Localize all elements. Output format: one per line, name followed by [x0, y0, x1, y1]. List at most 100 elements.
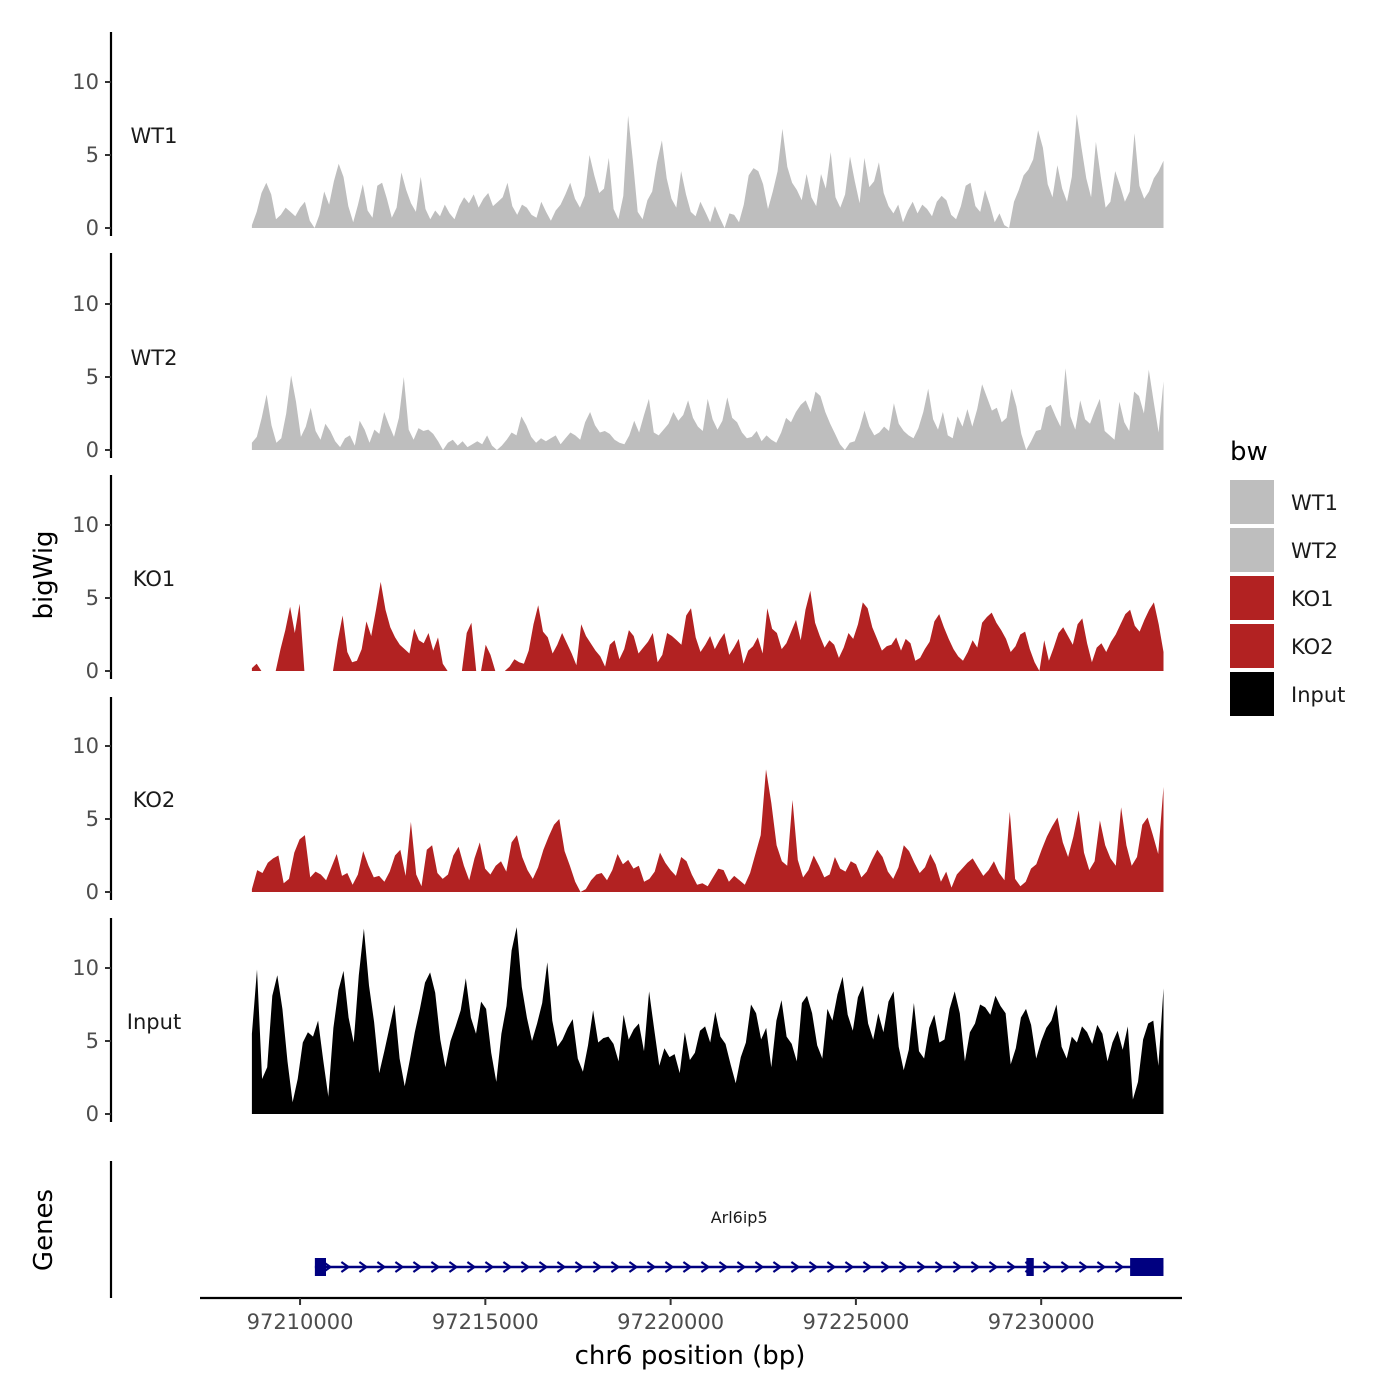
x-tick-label: 97210000	[247, 1310, 354, 1334]
strand-arrow	[934, 1261, 945, 1273]
strand-arrow	[484, 1261, 495, 1273]
strand-arrow	[1060, 1261, 1071, 1273]
y-tick-label: 5	[86, 365, 99, 389]
strand-arrow	[1096, 1261, 1107, 1273]
strand-arrow	[1114, 1261, 1125, 1273]
y-tick-label: 10	[72, 70, 99, 94]
x-axis-title: chr6 position (bp)	[575, 1341, 806, 1371]
legend-swatch-wt2	[1230, 528, 1274, 572]
strand-arrow	[916, 1261, 927, 1273]
track-label: WT1	[131, 124, 178, 148]
y-tick-label: 0	[86, 438, 99, 462]
strand-arrow	[862, 1261, 873, 1273]
strand-arrow	[664, 1261, 675, 1273]
strand-arrow	[754, 1261, 765, 1273]
signal-area-input	[251, 927, 1164, 1114]
gene-name-label: Arl6ip5	[711, 1208, 768, 1227]
legend-swatch-ko1	[1230, 576, 1274, 620]
x-tick-label: 97225000	[802, 1310, 909, 1334]
signal-area-wt1	[251, 114, 1164, 228]
strand-arrow	[952, 1261, 963, 1273]
strand-arrow	[628, 1261, 639, 1273]
legend-label-ko2: KO2	[1291, 635, 1334, 659]
y-axis-title: bigWig	[29, 530, 59, 619]
signal-area-ko2	[251, 769, 1164, 892]
track-label: KO1	[133, 567, 176, 591]
strand-arrow	[988, 1261, 999, 1273]
legend: bw WT1 WT2 KO1 KO2 Input	[1230, 437, 1345, 716]
legend-label-input: Input	[1291, 683, 1345, 707]
track-wt1: 0 5 10 WT1	[72, 32, 1164, 240]
strand-arrow	[790, 1261, 801, 1273]
strand-arrow	[700, 1261, 711, 1273]
y-tick-label: 0	[86, 659, 99, 683]
y-tick-label: 10	[72, 513, 99, 537]
strand-arrow	[358, 1261, 369, 1273]
y-tick-label: 5	[86, 143, 99, 167]
legend-swatch-ko2	[1230, 624, 1274, 668]
strand-arrow	[880, 1261, 891, 1273]
strand-arrow	[970, 1261, 981, 1273]
strand-arrow	[1006, 1261, 1017, 1273]
y-tick-label: 0	[86, 1102, 99, 1126]
track-label: Input	[127, 1010, 181, 1034]
strand-arrow	[826, 1261, 837, 1273]
y-tick-label: 5	[86, 586, 99, 610]
gene-exon	[1130, 1258, 1164, 1276]
track-ko2: 0 5 10 KO2	[72, 697, 1164, 904]
gene-track: Arl6ip5	[109, 1161, 1164, 1298]
legend-label-ko1: KO1	[1291, 587, 1334, 611]
signal-area-wt2	[251, 368, 1164, 450]
y-tick-label: 0	[86, 216, 99, 240]
strand-arrow	[718, 1261, 729, 1273]
tracks: 0 5 10 WT1 0 5 10 WT2 0 5 10 KO1 0 5 10 KO2 0 5 10 Input	[72, 32, 1164, 1126]
x-axis: 97210000 97215000 97220000 97225000 97230000	[200, 1296, 1182, 1334]
strand-arrow	[736, 1261, 747, 1273]
y-tick-label: 10	[72, 292, 99, 316]
y-tick-label: 10	[72, 956, 99, 980]
strand-arrow	[574, 1261, 585, 1273]
legend-label-wt2: WT2	[1291, 539, 1338, 563]
strand-arrow	[466, 1261, 477, 1273]
strand-arrow	[646, 1261, 657, 1273]
y-tick-label: 5	[86, 1029, 99, 1053]
x-tick-label: 97220000	[617, 1310, 724, 1334]
x-tick-label: 97215000	[432, 1310, 539, 1334]
track-label: WT2	[131, 346, 178, 370]
legend-swatch-input	[1230, 672, 1274, 716]
track-wt2: 0 5 10 WT2	[72, 253, 1164, 462]
gene-track-title: Genes	[29, 1189, 59, 1271]
strand-arrow	[340, 1261, 351, 1273]
strand-arrow	[412, 1261, 423, 1273]
legend-title: bw	[1230, 437, 1268, 467]
strand-arrow	[538, 1261, 549, 1273]
legend-label-wt1: WT1	[1291, 491, 1338, 515]
y-tick-label: 0	[86, 880, 99, 904]
x-tick-label: 97230000	[988, 1310, 1095, 1334]
strand-arrow	[520, 1261, 531, 1273]
strand-arrow	[556, 1261, 567, 1273]
track-label: KO2	[133, 788, 176, 812]
track-input: 0 5 10 Input	[72, 918, 1164, 1126]
y-tick-label: 5	[86, 807, 99, 831]
strand-arrow	[1042, 1261, 1053, 1273]
strand-arrow	[682, 1261, 693, 1273]
strand-arrow	[376, 1261, 387, 1273]
signal-area-ko1	[251, 581, 1164, 671]
strand-arrow	[844, 1261, 855, 1273]
strand-arrow	[1078, 1261, 1089, 1273]
track-ko1: 0 5 10 KO1	[72, 475, 1164, 683]
strand-arrow	[610, 1261, 621, 1273]
gene-exon	[1026, 1258, 1034, 1276]
strand-arrow	[394, 1261, 405, 1273]
gene-exon	[314, 1258, 326, 1276]
y-tick-label: 10	[72, 734, 99, 758]
strand-arrow	[772, 1261, 783, 1273]
strand-arrow	[502, 1261, 513, 1273]
legend-swatch-wt1	[1230, 480, 1274, 524]
strand-arrow	[448, 1261, 459, 1273]
strand-arrow	[592, 1261, 603, 1273]
strand-arrow	[430, 1261, 441, 1273]
strand-arrow	[898, 1261, 909, 1273]
